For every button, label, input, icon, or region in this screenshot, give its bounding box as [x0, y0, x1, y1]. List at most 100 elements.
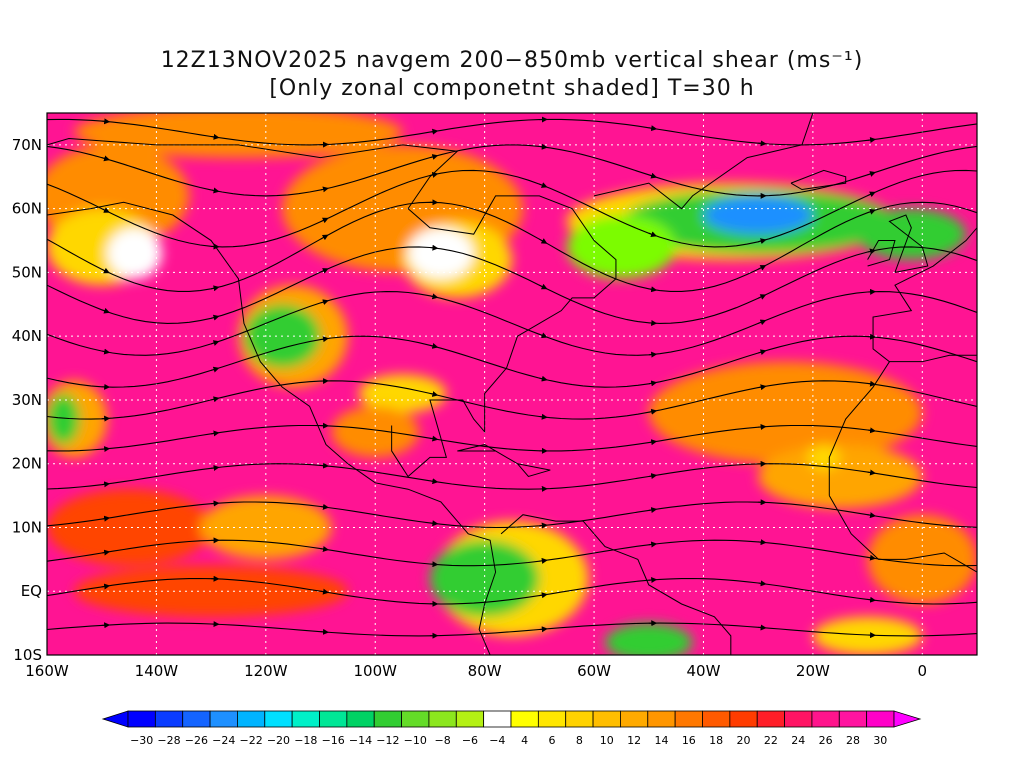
streamline-arrow [539, 182, 548, 188]
shading-patch [867, 514, 977, 604]
colorbar-label: −20 [267, 734, 290, 747]
streamline-arrow [101, 481, 111, 488]
streamline [47, 291, 977, 356]
lon-label: 140W [135, 662, 179, 680]
streamline-arrow [429, 128, 439, 135]
colorbar-high-arrow [893, 710, 922, 728]
streamline-arrow [867, 596, 877, 603]
shading-patch [758, 444, 923, 509]
streamline-arrow [211, 285, 220, 292]
lon-label: 100W [354, 662, 398, 680]
lat-label: EQ [21, 582, 42, 600]
colorbar-swatch [620, 710, 649, 728]
colorbar-label: 30 [873, 734, 887, 747]
shading-patch [648, 361, 923, 464]
streamline-arrow [867, 380, 877, 387]
shading-patch [408, 227, 474, 279]
colorbar-label: −28 [157, 734, 180, 747]
streamline-arrow [320, 217, 329, 224]
colorbar-label: 20 [737, 734, 751, 747]
colorbar-label: −12 [376, 734, 399, 747]
chart-title: 12Z13NOV2025 navgem 200−850mb vertical s… [160, 48, 864, 73]
colorbar-swatch [784, 710, 813, 728]
coastline [867, 240, 896, 267]
lon-label: 0 [918, 662, 928, 680]
streamline [47, 463, 977, 490]
streamline [47, 424, 977, 452]
colorbar-swatch [428, 710, 457, 728]
colorbar-swatch [154, 710, 184, 728]
streamline [47, 246, 977, 324]
streamline-arrow [101, 267, 110, 274]
streamline-arrow [757, 319, 767, 326]
lat-label: 30N [12, 391, 42, 409]
streamline-arrow [101, 583, 111, 590]
coastlines [47, 113, 977, 655]
colorbar-label: 8 [576, 734, 583, 747]
streamline-arrow [648, 473, 658, 480]
colorbar: −30 −28 −26 −24 −22 −20 −18 −16 −14 −12 −10 −8 −6 −4 4… [101, 710, 922, 747]
streamlines [47, 116, 977, 639]
lon-label: 60W [577, 662, 611, 680]
shading-patch [107, 227, 162, 279]
coastline [790, 169, 847, 191]
streamline-arrow [648, 408, 658, 415]
streamline [47, 380, 977, 420]
lat-label: 20N [12, 455, 42, 473]
colorbar-label: 18 [709, 734, 723, 747]
streamline-arrow [648, 172, 658, 179]
streamline-arrow [867, 208, 876, 215]
colorbar-swatch [838, 710, 868, 728]
colorbar-label: 6 [549, 734, 556, 747]
streamline-arrow [648, 541, 658, 548]
shading-patch [47, 393, 80, 445]
streamline-arrow [101, 307, 110, 314]
streamline-arrow [539, 413, 548, 420]
colorbar-swatch [674, 710, 703, 728]
streamline-arrow [539, 332, 548, 339]
colorbar-label: −26 [185, 734, 208, 747]
shading-patch [74, 565, 348, 617]
colorbar-swatch [455, 710, 485, 728]
streamline [47, 169, 977, 248]
streamline-arrow [211, 133, 220, 140]
lon-label: 120W [244, 662, 288, 680]
streamline-arrow [210, 314, 220, 321]
colorbar-label: −10 [404, 734, 427, 747]
streamline-arrow [539, 592, 548, 599]
streamline-arrow [210, 396, 220, 403]
colorbar-swatch [565, 710, 594, 728]
colorbar-label: 14 [654, 734, 668, 747]
colorbar-swatch [866, 710, 895, 728]
colorbar-swatch [592, 710, 621, 728]
coastline [888, 214, 929, 273]
streamline-arrow [320, 234, 329, 241]
coastline [828, 227, 977, 496]
streamline [47, 201, 977, 292]
streamline-arrow [867, 191, 876, 198]
streamline-arrow [320, 336, 329, 343]
lat-label: 10N [12, 518, 42, 536]
streamline-arrow [758, 349, 767, 356]
streamline-arrow [320, 588, 329, 595]
colorbar-label: 16 [682, 734, 696, 747]
colorbar-swatch [127, 710, 156, 728]
colorbar-swatch [729, 710, 758, 728]
coastline [500, 514, 732, 655]
shading-patch [605, 623, 693, 655]
colorbar-swatch [756, 710, 785, 728]
streamline-arrow [101, 515, 111, 522]
colorbar-label: −30 [130, 734, 153, 747]
colorbar-label: −14 [349, 734, 372, 747]
colorbar-label: −8 [434, 734, 450, 747]
colorbar-label: −24 [212, 734, 235, 747]
chart-subtitle: [Only zonal componetnt shaded] T=30 h [269, 76, 755, 101]
streamline-arrow [429, 435, 439, 442]
colorbar-label: −6 [462, 734, 478, 747]
streamline-arrow [429, 520, 439, 527]
streamline-arrow [757, 265, 767, 271]
colorbar-swatch [291, 710, 320, 728]
streamline-arrow [429, 391, 439, 397]
streamline-arrow [320, 503, 329, 510]
